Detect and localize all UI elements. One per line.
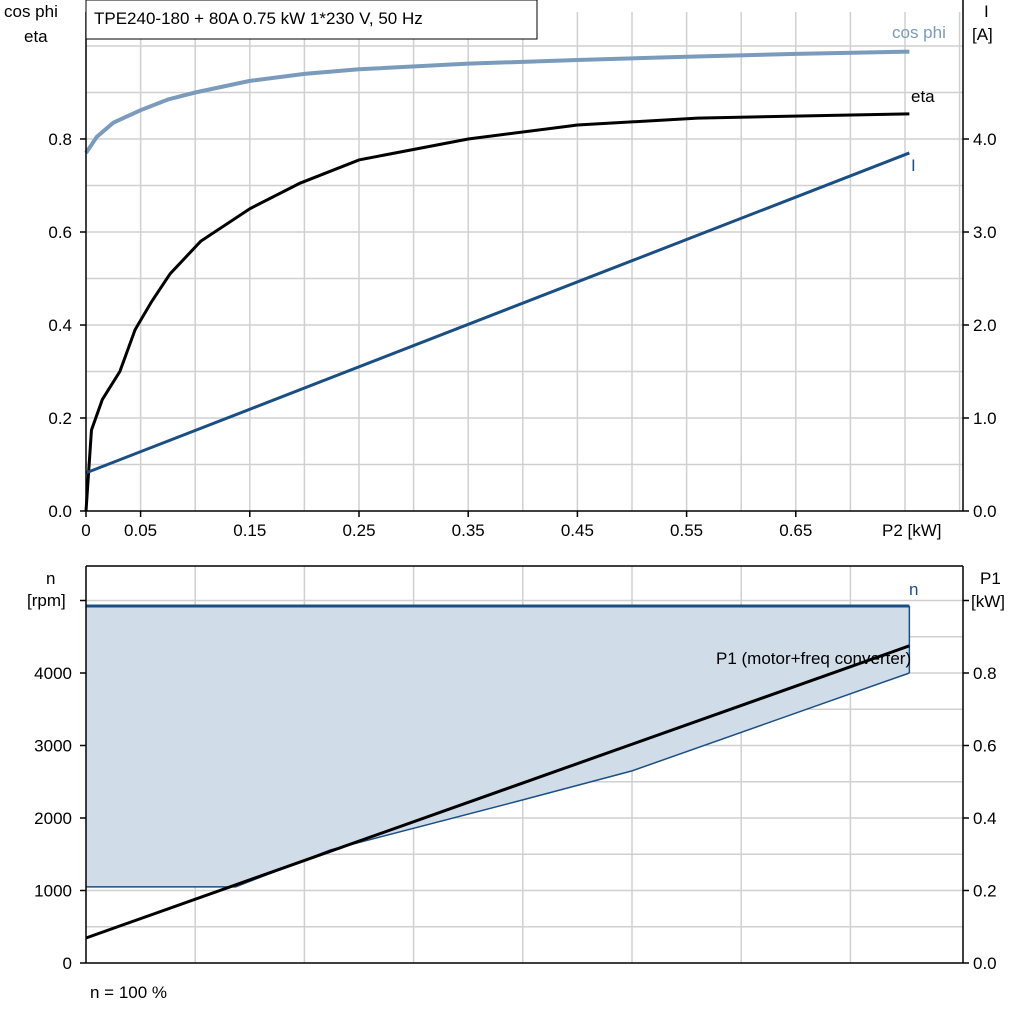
- chart-title: TPE240-180 + 80A 0.75 kW 1*230 V, 50 Hz: [94, 9, 423, 28]
- series-line-p1: [85, 644, 910, 940]
- x-tick-label: 0.65: [779, 521, 812, 540]
- y-tick-label-left: 0.4: [48, 316, 72, 335]
- y-tick-label-right: 0.6: [973, 737, 997, 756]
- y-label-p1-unit: [kW]: [971, 592, 1005, 611]
- speed-range-lower-line: [86, 672, 910, 888]
- x-tick-label: 0: [81, 521, 90, 540]
- y-label-n: n: [46, 569, 55, 588]
- title-box: [85, 0, 538, 40]
- legend-n: n: [909, 580, 918, 599]
- y-label-p1: P1: [980, 569, 1001, 588]
- x-tick-label: 0.15: [233, 521, 266, 540]
- y-tick-label-left: 0.8: [48, 130, 72, 149]
- y-tick-label-left: 0.6: [48, 223, 72, 242]
- y-label-n-unit: [rpm]: [27, 591, 66, 610]
- y-tick-label-left: 3000: [34, 737, 72, 756]
- y-label-eta: eta: [24, 27, 48, 46]
- speed-range-area: [86, 605, 910, 887]
- y-tick-label-left: 0.0: [48, 502, 72, 521]
- series-line-cos-phi: [84, 49, 910, 155]
- x-tick-label: 0.55: [670, 521, 703, 540]
- legend-cos-phi: cos phi: [892, 23, 946, 42]
- y-tick-label-right: 4.0: [973, 130, 997, 149]
- y-tick-label-left: 2000: [34, 809, 72, 828]
- y-tick-label-left: 0.2: [48, 409, 72, 428]
- top-grid: [86, 12, 963, 511]
- legend-p1: P1 (motor+freq converter): [716, 649, 911, 668]
- y-tick-label-right: 2.0: [973, 316, 997, 335]
- series-line-eta: [84, 112, 910, 512]
- y-label-right-i: I: [984, 2, 989, 21]
- series-line-I: [85, 151, 910, 475]
- y-tick-label-right: 3.0: [973, 223, 997, 242]
- y-tick-label-right: 0.0: [973, 502, 997, 521]
- x-tick-label: 0.35: [452, 521, 485, 540]
- y-label-right-unit: [A]: [972, 25, 993, 44]
- y-tick-label-left: 0: [63, 954, 72, 973]
- legend-i: I: [911, 156, 916, 175]
- y-tick-label-right: 0.0: [973, 954, 997, 973]
- y-tick-label-left: 4000: [34, 664, 72, 683]
- x-axis-label: P2 [kW]: [882, 521, 942, 540]
- x-tick-label: 0.45: [561, 521, 594, 540]
- y-tick-label-right: 0.2: [973, 882, 997, 901]
- footnote: n = 100 %: [90, 983, 167, 1002]
- x-tick-label: 0.05: [124, 521, 157, 540]
- y-tick-label-right: 0.4: [973, 809, 997, 828]
- y-label-cos-phi: cos phi: [4, 2, 58, 21]
- y-tick-label-left: 1000: [34, 882, 72, 901]
- y-tick-label-right: 1.0: [973, 409, 997, 428]
- y-tick-label-right: 0.8: [973, 664, 997, 683]
- legend-eta: eta: [911, 87, 935, 106]
- x-tick-label: 0.25: [342, 521, 375, 540]
